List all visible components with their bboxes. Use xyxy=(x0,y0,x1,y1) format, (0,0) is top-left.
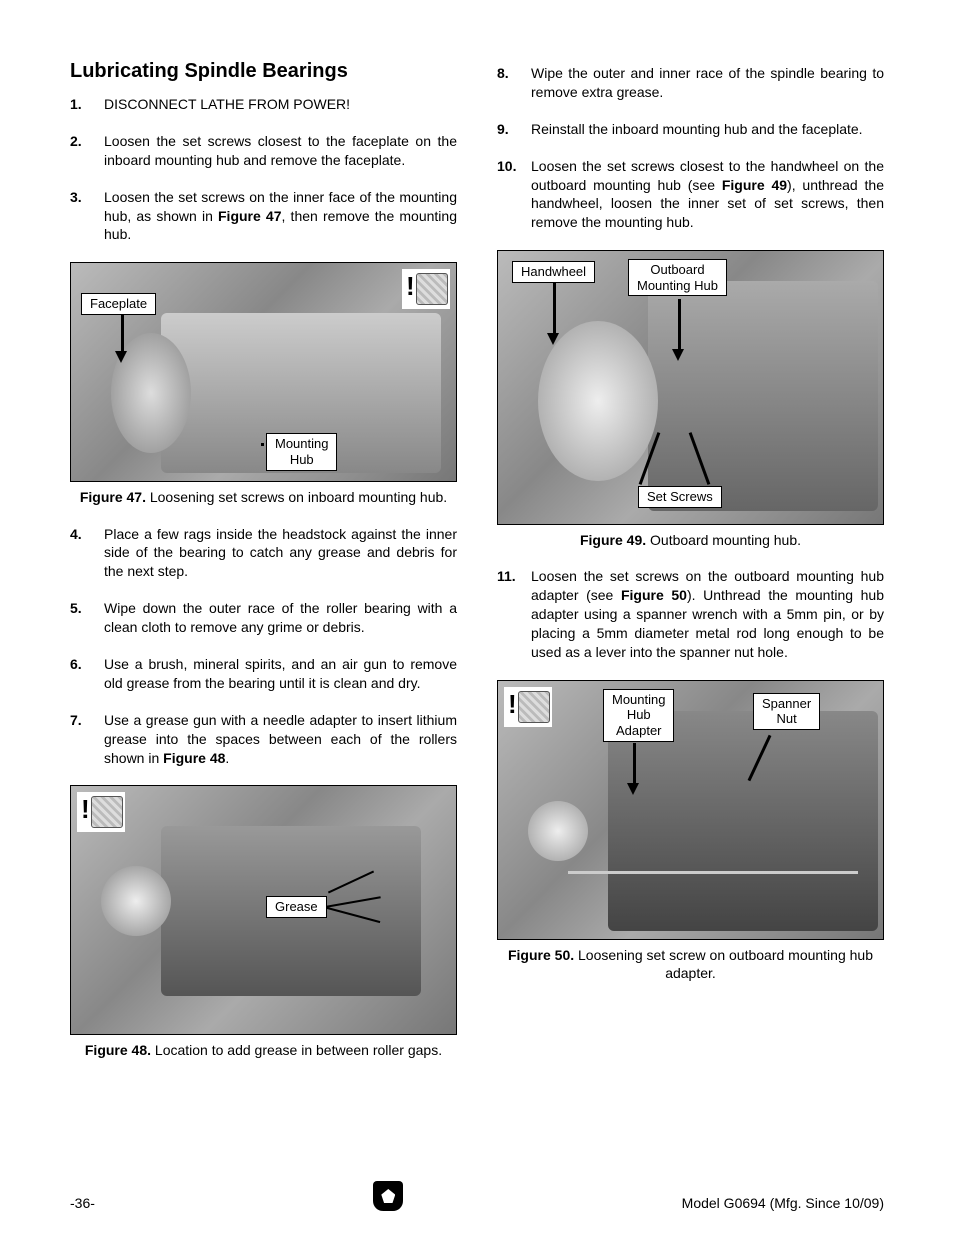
step-2: 2. Loosen the set screws closest to the … xyxy=(70,132,457,170)
figure-48-image: Grease xyxy=(70,785,457,1035)
label-grease: Grease xyxy=(266,896,327,918)
steps-list-1: 1. DISCONNECT LATHE FROM POWER! 2. Loose… xyxy=(70,95,457,244)
step-text: Loosen the set screws on the outboard mo… xyxy=(531,567,884,661)
warning-icon xyxy=(402,269,450,309)
step-number: 10. xyxy=(497,157,531,233)
step-5: 5. Wipe down the outer race of the rolle… xyxy=(70,599,457,637)
step-text: Use a brush, mineral spirits, and an air… xyxy=(104,655,457,693)
step-3: 3. Loosen the set screws on the inner fa… xyxy=(70,188,457,245)
label-mounting-hub: Mounting Hub xyxy=(266,433,337,470)
step-number: 2. xyxy=(70,132,104,170)
warning-icon xyxy=(77,792,125,832)
figure-50: Mounting Hub Adapter Spanner Nut Figure … xyxy=(497,680,884,982)
warning-icon xyxy=(504,687,552,727)
page-number: -36- xyxy=(70,1195,95,1211)
right-column: 8. Wipe the outer and inner race of the … xyxy=(497,60,884,1060)
step-text: Use a grease gun with a needle adapter t… xyxy=(104,711,457,768)
figure-49: Handwheel Outboard Mounting Hub Set Scre… xyxy=(497,250,884,549)
step-8: 8. Wipe the outer and inner race of the … xyxy=(497,64,884,102)
figure-48: Grease Figure 48. Location to add grease… xyxy=(70,785,457,1059)
step-text: Wipe the outer and inner race of the spi… xyxy=(531,64,884,102)
step-text: Loosen the set screws closest to the fac… xyxy=(104,132,457,170)
figure-50-caption: Figure 50. Loosening set screw on outboa… xyxy=(497,946,884,982)
figure-47-image: Faceplate Mounting Hub xyxy=(70,262,457,482)
label-faceplate: Faceplate xyxy=(81,293,156,315)
label-hub-adapter: Mounting Hub Adapter xyxy=(603,689,674,742)
label-spanner-nut: Spanner Nut xyxy=(753,693,820,730)
step-number: 6. xyxy=(70,655,104,693)
figure-47: Faceplate Mounting Hub Figure 47. Loosen… xyxy=(70,262,457,506)
step-text: Wipe down the outer race of the roller b… xyxy=(104,599,457,637)
steps-list-3: 8. Wipe the outer and inner race of the … xyxy=(497,64,884,232)
model-info: Model G0694 (Mfg. Since 10/09) xyxy=(682,1195,884,1211)
steps-list-4: 11. Loosen the set screws on the outboar… xyxy=(497,567,884,661)
figure-49-image: Handwheel Outboard Mounting Hub Set Scre… xyxy=(497,250,884,525)
section-heading: Lubricating Spindle Bearings xyxy=(70,60,457,83)
step-6: 6. Use a brush, mineral spirits, and an … xyxy=(70,655,457,693)
step-text: Loosen the set screws closest to the han… xyxy=(531,157,884,233)
step-number: 11. xyxy=(497,567,531,661)
step-10: 10. Loosen the set screws closest to the… xyxy=(497,157,884,233)
label-handwheel: Handwheel xyxy=(512,261,595,283)
figure-49-caption: Figure 49. Outboard mounting hub. xyxy=(497,531,884,549)
step-number: 5. xyxy=(70,599,104,637)
step-text: Loosen the set screws on the inner face … xyxy=(104,188,457,245)
step-number: 9. xyxy=(497,120,531,139)
brand-logo-icon xyxy=(373,1181,403,1211)
label-set-screws: Set Screws xyxy=(638,486,722,508)
step-number: 4. xyxy=(70,525,104,582)
step-number: 1. xyxy=(70,95,104,114)
step-number: 7. xyxy=(70,711,104,768)
step-number: 3. xyxy=(70,188,104,245)
page-footer: -36- Model G0694 (Mfg. Since 10/09) xyxy=(70,1181,884,1211)
step-4: 4. Place a few rags inside the headstock… xyxy=(70,525,457,582)
steps-list-2: 4. Place a few rags inside the headstock… xyxy=(70,525,457,768)
label-outboard-hub: Outboard Mounting Hub xyxy=(628,259,727,296)
figure-47-caption: Figure 47. Loosening set screws on inboa… xyxy=(70,488,457,506)
step-9: 9. Reinstall the inboard mounting hub an… xyxy=(497,120,884,139)
step-text: DISCONNECT LATHE FROM POWER! xyxy=(104,95,457,114)
left-column: Lubricating Spindle Bearings 1. DISCONNE… xyxy=(70,60,457,1060)
figure-50-image: Mounting Hub Adapter Spanner Nut xyxy=(497,680,884,940)
step-text: Reinstall the inboard mounting hub and t… xyxy=(531,120,884,139)
step-text: Place a few rags inside the headstock ag… xyxy=(104,525,457,582)
step-11: 11. Loosen the set screws on the outboar… xyxy=(497,567,884,661)
step-1: 1. DISCONNECT LATHE FROM POWER! xyxy=(70,95,457,114)
step-number: 8. xyxy=(497,64,531,102)
step-7: 7. Use a grease gun with a needle adapte… xyxy=(70,711,457,768)
figure-48-caption: Figure 48. Location to add grease in bet… xyxy=(70,1041,457,1059)
